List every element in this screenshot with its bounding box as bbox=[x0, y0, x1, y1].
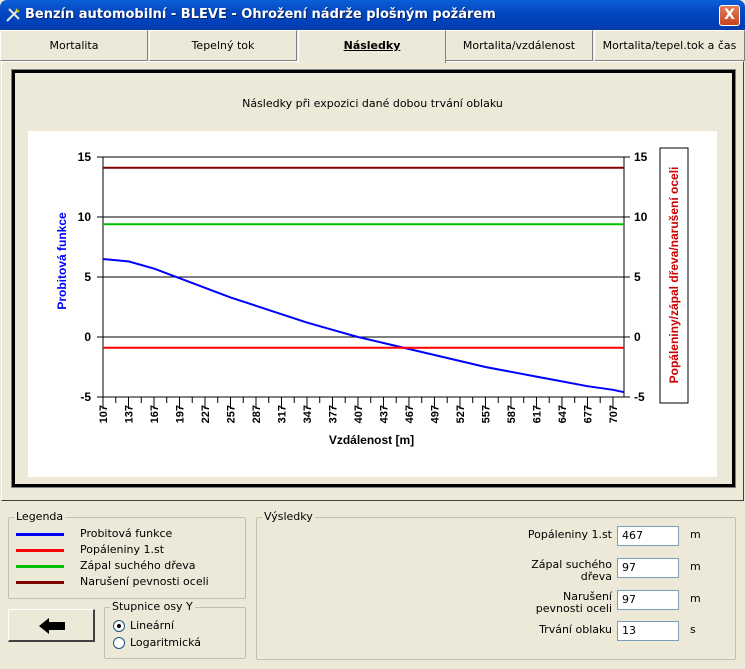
back-button[interactable] bbox=[8, 609, 95, 642]
x-tick-label: 317 bbox=[276, 405, 288, 423]
x-tick-label: 167 bbox=[149, 405, 161, 423]
result-label-popaleniny: Popáleniny 1.st bbox=[527, 528, 612, 541]
x-tick-label: 587 bbox=[506, 405, 518, 423]
legend-label: Zápal suchého dřeva bbox=[80, 559, 196, 572]
scale-group bbox=[104, 607, 246, 659]
legend-label: Popáleniny 1.st bbox=[80, 543, 165, 556]
result-naruseni-field[interactable]: 97 bbox=[617, 590, 679, 610]
tab-mortalita[interactable]: Mortalita bbox=[0, 30, 148, 61]
window-title: Benzín automobilní - BLEVE - Ohrožení ná… bbox=[25, 7, 496, 22]
tab-nasledky[interactable]: Následky bbox=[298, 30, 446, 63]
x-tick-label: 407 bbox=[353, 405, 365, 423]
y-tick-label-right: 15 bbox=[634, 150, 648, 164]
scale-title: Stupnice osy Y bbox=[110, 600, 195, 613]
result-popaleniny-field[interactable]: 467 bbox=[617, 526, 679, 546]
x-tick-label: 617 bbox=[531, 405, 543, 423]
chart-title: Následky při expozici dané dobou trvání … bbox=[242, 97, 503, 110]
y-tick-label-right: 10 bbox=[634, 210, 648, 224]
x-tick-label: 227 bbox=[200, 405, 212, 423]
x-tick-label: 467 bbox=[404, 405, 416, 423]
x-axis-label: Vzdálenost [m] bbox=[329, 433, 414, 447]
x-tick-label: 527 bbox=[455, 405, 467, 423]
radio-log-label: Logaritmická bbox=[130, 636, 202, 649]
y-tick-label-left: 15 bbox=[78, 150, 92, 164]
legend-swatch bbox=[16, 565, 64, 568]
result-trvani-field[interactable]: 13 bbox=[617, 621, 679, 641]
tab-tepelny-tok[interactable]: Tepelný tok bbox=[149, 30, 297, 61]
tab-label: Mortalita/tepel.tok a čas bbox=[602, 39, 737, 52]
legend-swatch bbox=[16, 533, 64, 536]
result-zapal-field[interactable]: 97 bbox=[617, 558, 679, 578]
tab-label: Mortalita bbox=[49, 39, 99, 52]
legend-label: Narušení pevnosti oceli bbox=[80, 575, 209, 588]
legend-swatch bbox=[16, 549, 64, 552]
x-tick-label: 257 bbox=[225, 405, 237, 423]
close-button[interactable]: X bbox=[719, 5, 740, 26]
result-label-trvani: Trvání oblaku bbox=[539, 623, 612, 636]
series-line bbox=[102, 258, 625, 394]
x-tick-label: 287 bbox=[251, 405, 263, 423]
legend-label: Probitová funkce bbox=[80, 527, 173, 540]
chart-svg: 15 15 10 10 5 5 0 0 -5 -5 107 137 167 197 227 257 287 317… bbox=[55, 147, 689, 447]
tab-label: Následky bbox=[343, 39, 401, 52]
x-tick-label: 677 bbox=[582, 405, 594, 423]
y-tick-label-right: 0 bbox=[634, 330, 641, 344]
results-title: Výsledky bbox=[262, 510, 315, 523]
result-label-naruseni: Narušení pevnosti oceli bbox=[535, 590, 612, 615]
y-axis-label-right-box bbox=[659, 147, 689, 404]
legend-title: Legenda bbox=[14, 510, 66, 523]
x-tick-label: 647 bbox=[557, 405, 569, 423]
x-tick-label: 107 bbox=[98, 405, 110, 423]
y-tick-label-right: 5 bbox=[634, 270, 641, 284]
result-unit: m bbox=[690, 528, 701, 541]
y-tick-label-right: -5 bbox=[634, 390, 645, 404]
radio-linear-label: Lineární bbox=[130, 619, 175, 632]
radio-linear[interactable] bbox=[113, 620, 125, 632]
x-tick-label: 497 bbox=[429, 405, 441, 423]
x-tick-label: 347 bbox=[302, 405, 314, 423]
results-group bbox=[256, 517, 736, 660]
tab-label: Mortalita/vzdálenost bbox=[462, 39, 576, 52]
y-axis-label-right: Popáleniny/zápal dřeva/narušení oceli bbox=[667, 167, 681, 384]
y-tick-label-left: -5 bbox=[80, 390, 91, 404]
result-unit: m bbox=[690, 560, 701, 573]
tab-label: Tepelný tok bbox=[191, 39, 255, 52]
radio-log[interactable] bbox=[113, 637, 125, 649]
y-tick-label-left: 10 bbox=[78, 210, 92, 224]
x-tick-label: 707 bbox=[608, 405, 620, 423]
tab-mortalita-vzdalenost[interactable]: Mortalita/vzdálenost bbox=[445, 30, 593, 61]
y-tick-label-left: 0 bbox=[84, 330, 91, 344]
app-icon bbox=[6, 8, 20, 22]
chart-area bbox=[28, 131, 717, 477]
x-tick-label: 137 bbox=[123, 405, 135, 423]
x-tick-label: 377 bbox=[327, 405, 339, 423]
legend-swatch bbox=[16, 581, 64, 584]
title-bar[interactable] bbox=[0, 0, 745, 30]
tab-mortalita-tepel-tok[interactable]: Mortalita/tepel.tok a čas bbox=[594, 30, 745, 61]
x-tick-label: 197 bbox=[174, 405, 186, 423]
legend-group bbox=[8, 517, 246, 599]
result-unit: m bbox=[690, 592, 701, 605]
x-tick-label: 437 bbox=[378, 405, 390, 423]
x-tick-label: 557 bbox=[480, 405, 492, 423]
y-axis-label-left: Probitová funkce bbox=[55, 212, 69, 310]
arrow-left-icon bbox=[39, 618, 65, 634]
result-unit: s bbox=[690, 623, 696, 636]
result-label-zapal: Zápal suchého dřeva bbox=[531, 558, 612, 583]
y-tick-label-left: 5 bbox=[84, 270, 91, 284]
